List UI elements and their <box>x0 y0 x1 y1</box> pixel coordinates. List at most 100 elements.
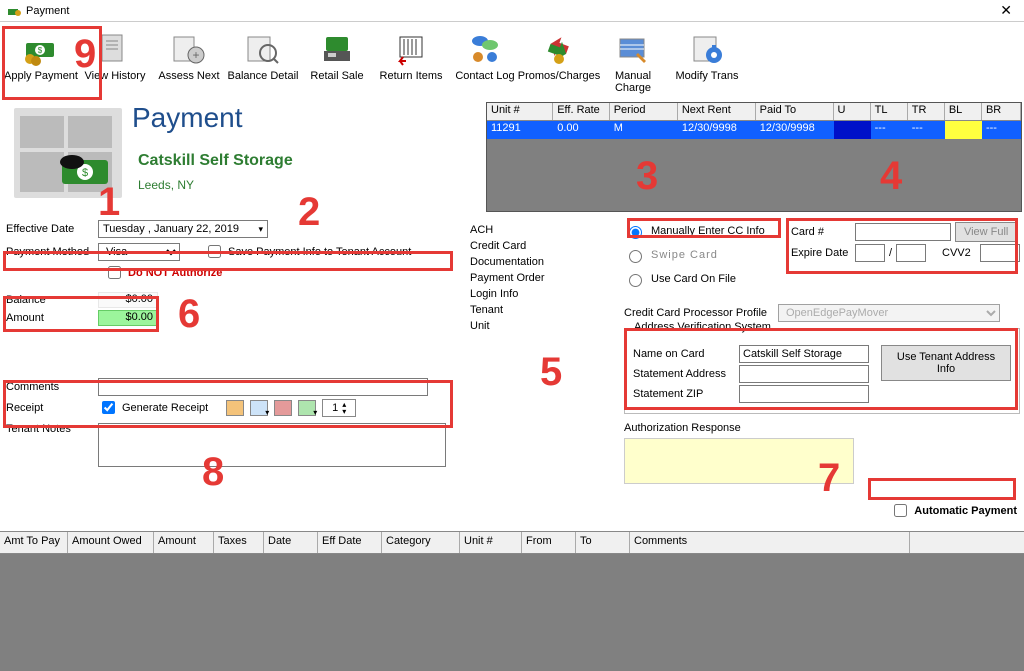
assess-next-button[interactable]: + Assess Next <box>152 26 226 96</box>
units-grid[interactable]: Unit #Eff. RatePeriodNext RentPaid ToUTL… <box>486 102 1022 212</box>
receipt-copies-stepper[interactable]: 1▴▾ <box>322 399 356 417</box>
units-col-header[interactable]: Paid To <box>756 103 834 120</box>
expire-date-label: Expire Date <box>791 247 851 259</box>
bottom-col-header[interactable]: Date <box>264 532 318 553</box>
units-col-header[interactable]: BR <box>982 103 1021 120</box>
effective-date-label: Effective Date <box>6 223 94 235</box>
units-col-header[interactable]: Next Rent <box>678 103 756 120</box>
bottom-col-header[interactable]: Comments <box>630 532 910 553</box>
tenant-notes-input[interactable] <box>98 423 446 467</box>
statement-address-input[interactable] <box>739 365 869 383</box>
view-full-button: View Full <box>955 222 1017 242</box>
units-col-header[interactable]: U <box>834 103 871 120</box>
credit-card-panel: Manually Enter CC Info Swipe Card Use Ca… <box>624 222 1020 484</box>
units-col-header[interactable]: TL <box>871 103 908 120</box>
category-item[interactable]: Unit <box>468 318 576 334</box>
view-history-button[interactable]: View History <box>78 26 152 96</box>
receipt-people-icon[interactable] <box>226 400 244 416</box>
settings-category-list[interactable]: ACHCredit CardDocumentationPayment Order… <box>468 222 576 334</box>
calendar-dropdown-icon[interactable]: ▾ <box>258 224 263 235</box>
balance-detail-button[interactable]: Balance Detail <box>226 26 300 96</box>
swipe-card-radio[interactable] <box>629 250 642 263</box>
statement-address-label: Statement Address <box>633 368 735 380</box>
main-toolbar: $ Apply Payment View History + Assess Ne… <box>0 22 1024 98</box>
payment-lines-grid[interactable]: Amt To PayAmount OwedAmountTaxesDateEff … <box>0 531 1024 671</box>
category-item[interactable]: Documentation <box>468 254 576 270</box>
bottom-col-header[interactable]: From <box>522 532 576 553</box>
bottom-col-header[interactable]: Amount <box>154 532 214 553</box>
promos-charges-button[interactable]: Promos/Charges <box>522 26 596 96</box>
category-item[interactable]: Tenant <box>468 302 576 318</box>
category-item[interactable]: Credit Card <box>468 238 576 254</box>
card-number-label: Card # <box>791 226 851 238</box>
automatic-payment-label: Automatic Payment <box>914 505 1017 517</box>
units-col-header[interactable]: BL <box>945 103 982 120</box>
effective-date-picker[interactable]: Tuesday , January 22, 2019 ▾ <box>98 220 268 238</box>
receipt-confirm-icon[interactable]: ▾ <box>298 400 316 416</box>
page-title: Payment <box>132 102 243 134</box>
return-items-button[interactable]: Return Items <box>374 26 448 96</box>
cvv-input[interactable] <box>980 244 1020 262</box>
use-tenant-address-button[interactable]: Use Tenant Address Info <box>881 345 1011 381</box>
bottom-col-header[interactable]: Eff Date <box>318 532 382 553</box>
statement-zip-label: Statement ZIP <box>633 388 735 400</box>
manual-charge-button[interactable]: Manual Charge <box>596 26 670 96</box>
svg-text:$: $ <box>82 167 88 179</box>
bottom-col-header[interactable]: Amt To Pay <box>0 532 68 553</box>
manual-cc-radio[interactable] <box>629 226 642 239</box>
card-on-file-radio[interactable] <box>629 274 642 287</box>
card-number-input[interactable] <box>855 223 951 241</box>
expire-month-input[interactable] <box>855 244 885 262</box>
expire-year-input[interactable] <box>896 244 926 262</box>
statement-zip-input[interactable] <box>739 385 869 403</box>
payment-method-select[interactable]: Visa <box>98 243 180 261</box>
payment-method-label: Payment Method <box>6 246 94 258</box>
processor-label: Credit Card Processor Profile <box>624 307 774 319</box>
window-title: Payment <box>26 5 69 17</box>
comments-input[interactable] <box>98 378 428 396</box>
category-item[interactable]: ACH <box>468 222 576 238</box>
bottom-col-header[interactable]: Category <box>382 532 460 553</box>
window-titlebar: Payment ✕ <box>0 0 1024 22</box>
do-not-authorize-checkbox[interactable] <box>108 266 121 279</box>
retail-sale-button[interactable]: Retail Sale <box>300 26 374 96</box>
save-payment-info-checkbox[interactable] <box>208 245 221 258</box>
name-on-card-label: Name on Card <box>633 348 735 360</box>
modify-trans-button[interactable]: Modify Trans <box>670 26 744 96</box>
processor-select: OpenEdgePayMover <box>778 304 1000 322</box>
category-item[interactable]: Login Info <box>468 286 576 302</box>
comments-label: Comments <box>6 381 94 393</box>
company-location: Leeds, NY <box>138 178 194 192</box>
company-logo: $ <box>14 108 122 198</box>
company-name: Catskill Self Storage <box>138 152 293 170</box>
tenant-notes-label: Tenant Notes <box>6 423 94 435</box>
balance-value: $0.00 <box>98 292 158 308</box>
name-on-card-input[interactable] <box>739 345 869 363</box>
amount-input[interactable]: $0.00 <box>98 310 158 326</box>
amount-label: Amount <box>6 312 94 324</box>
do-not-authorize-label: Do NOT Authorize <box>128 267 222 279</box>
balance-label: Balance <box>6 294 94 306</box>
units-col-header[interactable]: Unit # <box>487 103 553 120</box>
receipt-print-icon[interactable]: ▾ <box>250 400 268 416</box>
auth-response-box <box>624 438 854 484</box>
units-col-header[interactable]: Eff. Rate <box>553 103 610 120</box>
bottom-col-header[interactable]: Unit # <box>460 532 522 553</box>
close-icon[interactable]: ✕ <box>994 2 1018 19</box>
generate-receipt-label: Generate Receipt <box>122 402 208 414</box>
category-item[interactable]: Payment Order <box>468 270 576 286</box>
receipt-delete-icon[interactable] <box>274 400 292 416</box>
svg-text:$: $ <box>38 46 43 55</box>
automatic-payment-checkbox[interactable] <box>894 504 907 517</box>
bottom-col-header[interactable]: Taxes <box>214 532 264 553</box>
units-row[interactable]: 112910.00M12/30/999812/30/9998--------- <box>487 121 1021 139</box>
bottom-col-header[interactable]: To <box>576 532 630 553</box>
contact-log-button[interactable]: Contact Log <box>448 26 522 96</box>
bottom-col-header[interactable]: Amount Owed <box>68 532 154 553</box>
save-payment-info-label: Save Payment Info to Tenant Account <box>228 246 411 258</box>
units-col-header[interactable]: Period <box>610 103 678 120</box>
units-col-header[interactable]: TR <box>908 103 945 120</box>
avs-groupbox: Address Verification System Name on Card… <box>624 328 1020 414</box>
generate-receipt-checkbox[interactable] <box>102 401 115 414</box>
apply-payment-button[interactable]: $ Apply Payment <box>4 26 78 96</box>
